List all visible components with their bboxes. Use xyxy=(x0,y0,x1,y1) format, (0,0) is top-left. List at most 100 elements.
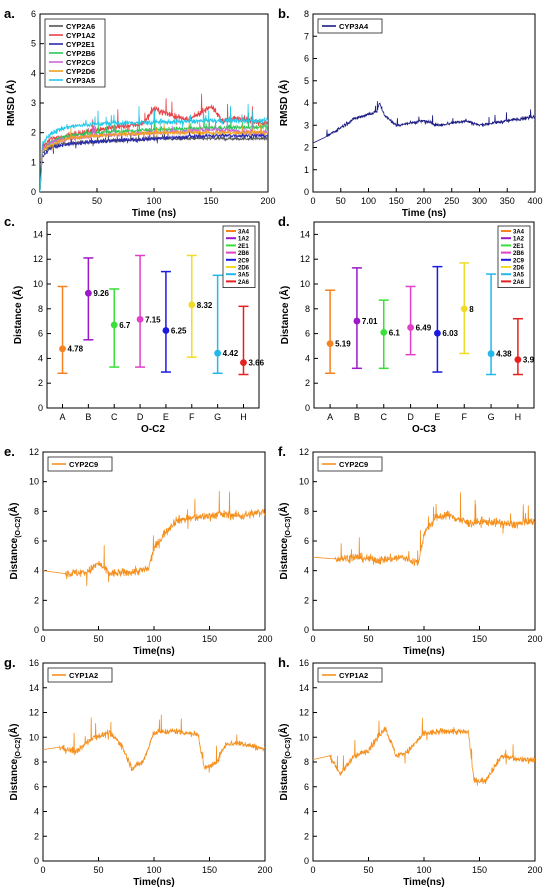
panel-letter: g. xyxy=(4,655,16,670)
y-axis-label: Distance(O-C3)(Å) xyxy=(277,503,292,580)
y-tick-label: 6 xyxy=(305,329,310,339)
y-tick-label: 2 xyxy=(304,143,309,153)
x-tick-label: 50 xyxy=(363,865,373,875)
y-tick-label: 1 xyxy=(31,157,36,167)
panel-c: c. 0 2 4 6 8 10 12 14 Distance (Å) O-C2 A B C D E F G H 4.7… xyxy=(4,214,265,435)
x-tick-label: 300 xyxy=(472,196,487,206)
x-tick-label: E xyxy=(434,412,440,422)
y-axis-label: Distance(O-C2)(Å) xyxy=(7,503,22,580)
y-tick-label: 1 xyxy=(304,165,309,175)
y-tick-label: 12 xyxy=(29,447,39,457)
x-tick-label: 150 xyxy=(203,196,218,206)
y-axis-label: Distance (Å) xyxy=(278,286,291,344)
y-tick-label: 3 xyxy=(304,120,309,130)
x-tick-label: 150 xyxy=(472,865,487,875)
legend-box xyxy=(317,456,383,472)
x-tick-label: 200 xyxy=(257,865,272,875)
x-tick-label: 50 xyxy=(336,196,346,206)
legend-entry: 2D6 xyxy=(513,266,525,272)
x-tick-label: 50 xyxy=(93,865,103,875)
y-tick-label: 10 xyxy=(299,477,309,487)
x-tick-label: F xyxy=(461,412,467,422)
y-tick-label: 16 xyxy=(299,658,309,668)
legend-entry: 3A5 xyxy=(238,273,250,279)
mean-point xyxy=(407,324,414,331)
mean-point xyxy=(460,305,468,313)
panel-h: h. 0 2 4 6 8 10 12 14 16 Distance(O-C3)(Å) Time(ns)… xyxy=(277,655,543,888)
legend-entry: 2C9 xyxy=(513,258,525,264)
mean-point xyxy=(353,317,361,325)
data-label: 7.15 xyxy=(145,315,161,324)
x-tick-label: C xyxy=(111,412,118,422)
mean-point xyxy=(434,329,441,337)
panel-letter: a. xyxy=(4,6,15,21)
y-tick-label: 12 xyxy=(33,254,43,264)
legend-entry: 2E1 xyxy=(238,244,249,250)
legend-entry: CYP2C9 xyxy=(66,58,95,67)
y-tick-label: 2 xyxy=(31,128,36,138)
x-axis-label: Time(ns) xyxy=(403,646,445,657)
series-line-cyp3a5 xyxy=(40,103,268,192)
x-tick-label: 50 xyxy=(92,196,102,206)
legend-entry: CYP3A4 xyxy=(339,22,369,31)
x-tick-label: 150 xyxy=(202,634,217,644)
plot-frame xyxy=(313,221,535,409)
x-tick-label: 200 xyxy=(260,196,275,206)
legend-entry: 3A4 xyxy=(238,230,250,236)
legend-entry: CYP2C9 xyxy=(339,460,368,469)
y-tick-label: 8 xyxy=(34,757,39,767)
legend-entry: 2A6 xyxy=(513,280,525,286)
data-label: 6.03 xyxy=(442,329,458,338)
mean-point xyxy=(240,359,247,367)
y-tick-label: 2 xyxy=(304,831,309,841)
y-tick-label: 4 xyxy=(34,566,39,576)
x-tick-label: G xyxy=(488,412,495,422)
plot-frame xyxy=(312,451,536,631)
legend-entry: 2B6 xyxy=(513,251,525,257)
y-tick-label: 4 xyxy=(304,807,309,817)
y-tick-label: 5 xyxy=(304,76,309,86)
x-tick-label: 150 xyxy=(202,865,217,875)
y-tick-label: 14 xyxy=(33,229,43,239)
legend-entry: CYP2A6 xyxy=(66,22,95,31)
y-tick-label: 8 xyxy=(304,506,309,516)
y-tick-label: 0 xyxy=(34,625,39,635)
data-label: 8.32 xyxy=(197,301,213,310)
legend: CYP3A4 xyxy=(317,18,383,34)
y-tick-label: 8 xyxy=(38,304,43,314)
x-tick-label: B xyxy=(354,412,360,422)
x-tick-label: 0 xyxy=(40,634,45,644)
y-tick-label: 10 xyxy=(300,279,310,289)
plot-frame xyxy=(312,662,536,862)
legend-entry: CYP1A2 xyxy=(69,671,98,680)
panel-d: d. 0 2 4 6 8 10 12 14 Distance (Å) O-C3 A B C D E F G H 5.1… xyxy=(278,214,535,435)
x-tick-label: A xyxy=(327,412,333,422)
y-axis-label: Distance(O-C2)(Å) xyxy=(7,724,22,801)
panel-letter: b. xyxy=(278,6,290,21)
legend-entry: 2A6 xyxy=(238,280,250,286)
legend-entry: CYP1A2 xyxy=(339,671,368,680)
x-tick-label: 0 xyxy=(310,196,315,206)
error-bar-3a5: 4.38 xyxy=(486,273,512,376)
error-bar-2d6: 8 xyxy=(459,262,474,355)
mean-point xyxy=(380,328,388,336)
series-line-cyp2b6 xyxy=(40,112,268,192)
x-tick-label: 100 xyxy=(146,634,161,644)
error-bar-2a6: 3.66 xyxy=(238,305,265,376)
y-tick-label: 0 xyxy=(305,403,310,413)
data-label: 3.9 xyxy=(523,356,535,365)
mean-point xyxy=(162,327,170,334)
series-line-cyp2d6 xyxy=(40,121,268,192)
panel-letter: c. xyxy=(4,214,15,229)
error-bar-3a5: 4.42 xyxy=(212,274,239,375)
y-tick-label: 6 xyxy=(304,782,309,792)
y-tick-label: 10 xyxy=(29,477,39,487)
x-tick-label: D xyxy=(407,412,414,422)
panel-letter: f. xyxy=(278,444,286,459)
data-label: 6.25 xyxy=(171,327,187,336)
legend-entry: 2C9 xyxy=(238,258,250,264)
data-label: 7.01 xyxy=(362,317,378,326)
